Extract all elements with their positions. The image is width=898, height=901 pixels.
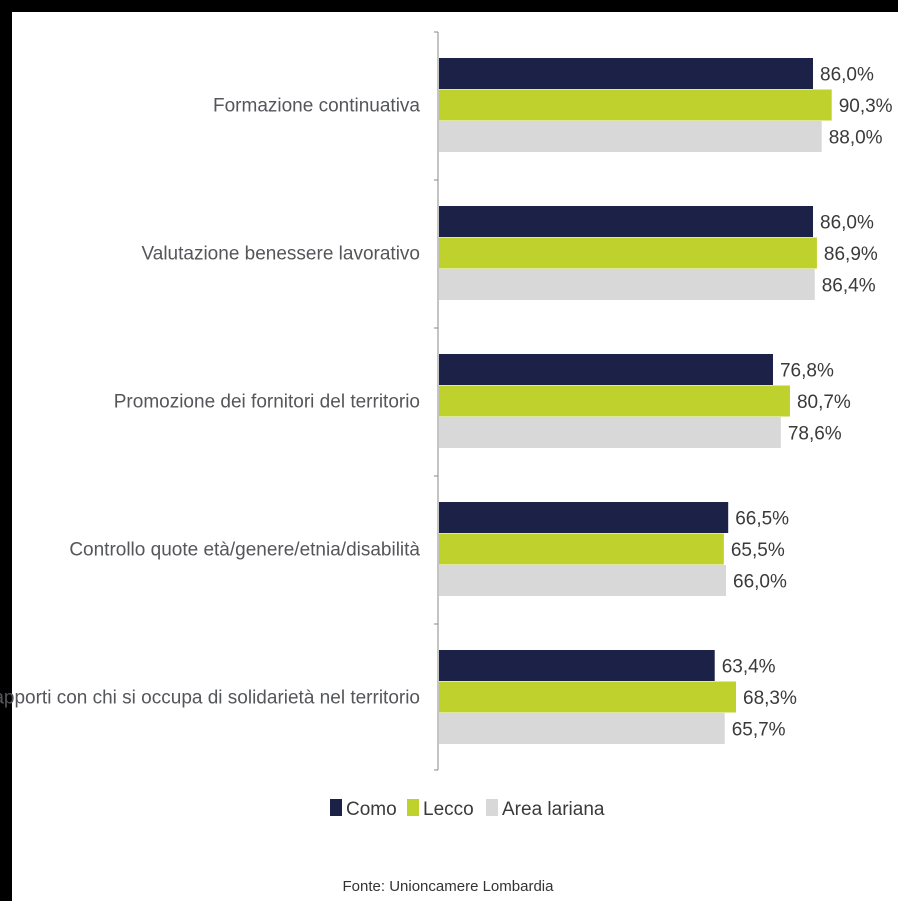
bar xyxy=(439,354,773,385)
bar xyxy=(439,565,727,596)
bar xyxy=(439,502,729,533)
data-label: 86,9% xyxy=(824,244,878,265)
bar xyxy=(439,89,832,121)
bar xyxy=(439,237,817,269)
data-label: 88,0% xyxy=(829,128,883,149)
category-label: Controllo quote età/genere/etnia/disabil… xyxy=(69,540,420,561)
data-label: 65,7% xyxy=(732,720,786,741)
y-axis-group xyxy=(434,31,439,771)
bar xyxy=(439,650,715,681)
bar xyxy=(439,385,790,417)
bar xyxy=(439,713,725,744)
source-note: Fonte: Unioncamere Lombardia xyxy=(343,878,555,895)
data-label: 86,4% xyxy=(822,276,876,297)
labels-group: Formazione continuativa 86,0% 90,3% 88,0% Va… xyxy=(0,65,893,741)
data-label: 66,5% xyxy=(735,509,789,530)
data-label: 80,7% xyxy=(797,392,851,413)
legend: Como Lecco Area lariana xyxy=(330,799,605,820)
legend-label: Area lariana xyxy=(502,799,605,820)
data-label: 65,5% xyxy=(731,540,785,561)
legend-swatch xyxy=(407,799,419,816)
category-label: Rapporti con chi si occupa di solidariet… xyxy=(0,688,420,709)
data-label: 66,0% xyxy=(733,572,787,593)
legend-swatch xyxy=(330,799,342,816)
data-label: 63,4% xyxy=(722,657,776,678)
bar xyxy=(439,533,724,565)
bar xyxy=(439,269,815,300)
category-label: Valutazione benessere lavorativo xyxy=(142,244,421,265)
category-label: Promozione dei fornitori del territorio xyxy=(114,392,420,413)
data-label: 68,3% xyxy=(743,688,797,709)
bar xyxy=(439,121,822,152)
bars-group xyxy=(439,58,832,744)
chart-panel xyxy=(12,12,898,901)
bar xyxy=(439,206,813,237)
bar xyxy=(439,58,813,89)
data-label: 78,6% xyxy=(788,424,842,445)
data-label: 76,8% xyxy=(780,361,834,382)
category-label: Formazione continuativa xyxy=(213,96,420,117)
bar xyxy=(439,681,737,713)
bar xyxy=(439,417,781,448)
data-label: 86,0% xyxy=(820,65,874,86)
data-label: 86,0% xyxy=(820,213,874,234)
legend-label: Lecco xyxy=(423,799,474,820)
legend-swatch xyxy=(486,799,498,816)
legend-label: Como xyxy=(346,799,397,820)
data-label: 90,3% xyxy=(839,96,893,117)
